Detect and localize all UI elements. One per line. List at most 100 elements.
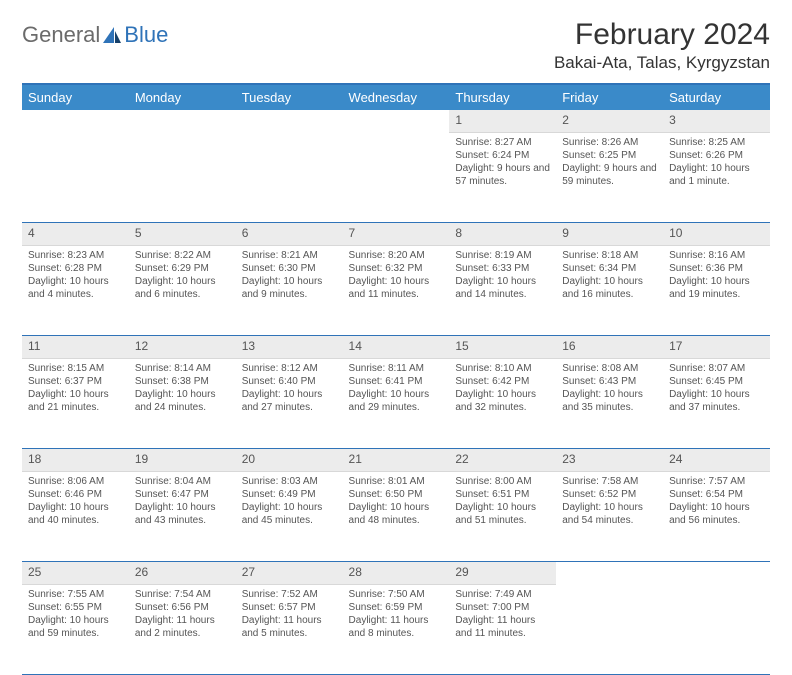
day-number: 15 — [449, 336, 556, 359]
day-number: 27 — [236, 562, 343, 585]
day-number — [663, 562, 770, 568]
daynum-cell: 18 — [22, 449, 129, 472]
week-4-body-row: Sunrise: 7:55 AMSunset: 6:55 PMDaylight:… — [22, 585, 770, 675]
sunset-line: Sunset: 6:40 PM — [242, 375, 337, 388]
day-body-cell: Sunrise: 8:10 AMSunset: 6:42 PMDaylight:… — [449, 359, 556, 449]
day-number: 22 — [449, 449, 556, 472]
daynum-cell — [22, 110, 129, 133]
sunset-line: Sunset: 6:25 PM — [562, 149, 657, 162]
sunset-line: Sunset: 6:55 PM — [28, 601, 123, 614]
sunrise-line: Sunrise: 8:21 AM — [242, 249, 337, 262]
daylight-line: Daylight: 10 hours and 59 minutes. — [28, 614, 123, 640]
dayhdr-tue: Tuesday — [236, 84, 343, 110]
sunrise-line: Sunrise: 7:52 AM — [242, 588, 337, 601]
day-body-cell: Sunrise: 7:58 AMSunset: 6:52 PMDaylight:… — [556, 472, 663, 562]
sunrise-line: Sunrise: 8:14 AM — [135, 362, 230, 375]
day-body: Sunrise: 8:06 AMSunset: 6:46 PMDaylight:… — [22, 472, 129, 533]
day-number: 28 — [343, 562, 450, 585]
day-body: Sunrise: 8:19 AMSunset: 6:33 PMDaylight:… — [449, 246, 556, 307]
page-title: February 2024 — [554, 18, 770, 52]
day-body-cell: Sunrise: 8:04 AMSunset: 6:47 PMDaylight:… — [129, 472, 236, 562]
day-body-cell: Sunrise: 8:25 AMSunset: 6:26 PMDaylight:… — [663, 133, 770, 223]
day-body-cell: Sunrise: 7:57 AMSunset: 6:54 PMDaylight:… — [663, 472, 770, 562]
day-body: Sunrise: 8:07 AMSunset: 6:45 PMDaylight:… — [663, 359, 770, 420]
sunrise-line: Sunrise: 7:55 AM — [28, 588, 123, 601]
daynum-cell — [236, 110, 343, 133]
day-number: 1 — [449, 110, 556, 133]
daylight-line: Daylight: 10 hours and 11 minutes. — [349, 275, 444, 301]
sunrise-line: Sunrise: 7:57 AM — [669, 475, 764, 488]
day-body-cell: Sunrise: 8:20 AMSunset: 6:32 PMDaylight:… — [343, 246, 450, 336]
day-body-cell: Sunrise: 8:23 AMSunset: 6:28 PMDaylight:… — [22, 246, 129, 336]
day-body: Sunrise: 8:16 AMSunset: 6:36 PMDaylight:… — [663, 246, 770, 307]
day-number — [343, 110, 450, 116]
day-body: Sunrise: 8:01 AMSunset: 6:50 PMDaylight:… — [343, 472, 450, 533]
daylight-line: Daylight: 11 hours and 2 minutes. — [135, 614, 230, 640]
dayhdr-sun: Sunday — [22, 84, 129, 110]
sunrise-line: Sunrise: 8:22 AM — [135, 249, 230, 262]
daylight-line: Daylight: 10 hours and 54 minutes. — [562, 501, 657, 527]
day-number: 7 — [343, 223, 450, 246]
day-number: 21 — [343, 449, 450, 472]
day-number: 23 — [556, 449, 663, 472]
daylight-line: Daylight: 10 hours and 19 minutes. — [669, 275, 764, 301]
day-body-cell: Sunrise: 8:27 AMSunset: 6:24 PMDaylight:… — [449, 133, 556, 223]
sunrise-line: Sunrise: 8:08 AM — [562, 362, 657, 375]
day-number — [129, 110, 236, 116]
daylight-line: Daylight: 10 hours and 29 minutes. — [349, 388, 444, 414]
day-number — [236, 110, 343, 116]
daynum-cell: 26 — [129, 562, 236, 585]
daylight-line: Daylight: 10 hours and 4 minutes. — [28, 275, 123, 301]
day-number: 3 — [663, 110, 770, 133]
sunset-line: Sunset: 6:28 PM — [28, 262, 123, 275]
dayhdr-sat: Saturday — [663, 84, 770, 110]
dayhdr-fri: Friday — [556, 84, 663, 110]
day-body: Sunrise: 8:10 AMSunset: 6:42 PMDaylight:… — [449, 359, 556, 420]
title-block: February 2024 Bakai-Ata, Talas, Kyrgyzst… — [554, 18, 770, 73]
daylight-line: Daylight: 10 hours and 40 minutes. — [28, 501, 123, 527]
day-number: 18 — [22, 449, 129, 472]
day-body-cell: Sunrise: 8:16 AMSunset: 6:36 PMDaylight:… — [663, 246, 770, 336]
day-body: Sunrise: 8:22 AMSunset: 6:29 PMDaylight:… — [129, 246, 236, 307]
dayhdr-wed: Wednesday — [343, 84, 450, 110]
sunset-line: Sunset: 6:32 PM — [349, 262, 444, 275]
sunset-line: Sunset: 6:38 PM — [135, 375, 230, 388]
logo-sail-icon — [102, 26, 122, 44]
sunrise-line: Sunrise: 8:25 AM — [669, 136, 764, 149]
day-body-cell: Sunrise: 8:06 AMSunset: 6:46 PMDaylight:… — [22, 472, 129, 562]
sunrise-line: Sunrise: 7:50 AM — [349, 588, 444, 601]
dayhdr-mon: Monday — [129, 84, 236, 110]
sunrise-line: Sunrise: 8:06 AM — [28, 475, 123, 488]
day-number: 6 — [236, 223, 343, 246]
week-0-body-row: Sunrise: 8:27 AMSunset: 6:24 PMDaylight:… — [22, 133, 770, 223]
daynum-cell: 2 — [556, 110, 663, 133]
daylight-line: Daylight: 10 hours and 14 minutes. — [455, 275, 550, 301]
sunrise-line: Sunrise: 8:12 AM — [242, 362, 337, 375]
day-body: Sunrise: 8:18 AMSunset: 6:34 PMDaylight:… — [556, 246, 663, 307]
daynum-cell: 13 — [236, 336, 343, 359]
day-number: 13 — [236, 336, 343, 359]
sunset-line: Sunset: 6:45 PM — [669, 375, 764, 388]
day-body: Sunrise: 7:55 AMSunset: 6:55 PMDaylight:… — [22, 585, 129, 646]
day-body-cell: Sunrise: 8:03 AMSunset: 6:49 PMDaylight:… — [236, 472, 343, 562]
week-2-body-row: Sunrise: 8:15 AMSunset: 6:37 PMDaylight:… — [22, 359, 770, 449]
daylight-line: Daylight: 10 hours and 27 minutes. — [242, 388, 337, 414]
day-body: Sunrise: 7:52 AMSunset: 6:57 PMDaylight:… — [236, 585, 343, 646]
day-body: Sunrise: 7:54 AMSunset: 6:56 PMDaylight:… — [129, 585, 236, 646]
sunrise-line: Sunrise: 8:26 AM — [562, 136, 657, 149]
daylight-line: Daylight: 10 hours and 9 minutes. — [242, 275, 337, 301]
daynum-cell: 16 — [556, 336, 663, 359]
sunset-line: Sunset: 6:42 PM — [455, 375, 550, 388]
daylight-line: Daylight: 10 hours and 16 minutes. — [562, 275, 657, 301]
daylight-line: Daylight: 10 hours and 51 minutes. — [455, 501, 550, 527]
day-number: 8 — [449, 223, 556, 246]
day-number: 9 — [556, 223, 663, 246]
sunset-line: Sunset: 6:26 PM — [669, 149, 764, 162]
daylight-line: Daylight: 11 hours and 8 minutes. — [349, 614, 444, 640]
daynum-cell — [556, 562, 663, 585]
daynum-cell: 6 — [236, 223, 343, 246]
daynum-cell: 27 — [236, 562, 343, 585]
day-number: 24 — [663, 449, 770, 472]
daylight-line: Daylight: 10 hours and 32 minutes. — [455, 388, 550, 414]
sunset-line: Sunset: 6:41 PM — [349, 375, 444, 388]
